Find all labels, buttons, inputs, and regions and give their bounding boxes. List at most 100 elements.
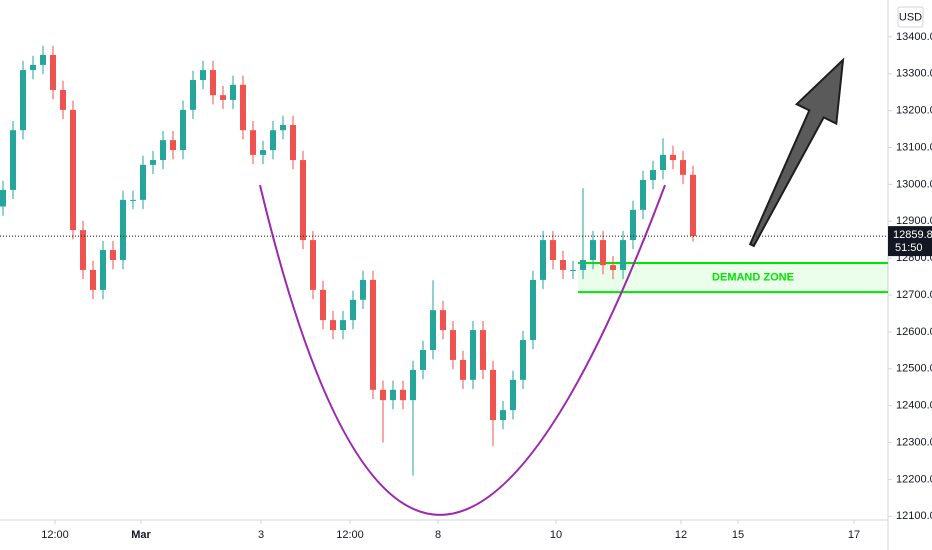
candle-body [520,340,526,380]
candle-body [590,240,596,260]
candle-body [100,250,106,290]
candle-body [30,64,36,71]
x-tick-label: 10 [550,529,562,541]
candle-body [280,125,286,131]
candle-body [330,320,336,331]
candle-body [240,84,246,131]
candle-body [20,70,26,131]
y-tick-label: 12600.0 [896,326,932,338]
candle-body [420,349,426,370]
candle-body [580,260,586,270]
y-tick-label: 12200.0 [896,473,932,485]
x-tick-label: 8 [435,529,441,541]
candle-body [530,279,536,341]
candle-body [290,125,296,161]
candle-body [390,389,396,401]
candle-body [620,240,626,270]
candle-body [160,140,166,161]
up-arrow [748,57,845,248]
x-tick-label: 12 [675,529,687,541]
candle-body [650,170,656,180]
candle-body [470,330,476,380]
candle-body [230,84,236,100]
candle-body [380,389,386,401]
candle-body [140,164,146,200]
candle-body [450,330,456,360]
candle-body [80,230,86,270]
candle-body [220,95,226,100]
candle-body [410,369,416,401]
candle-body [440,310,446,331]
candle-body [510,379,516,411]
candle-body [500,410,506,421]
candle-body [340,320,346,331]
candle-body [130,199,136,201]
candle-body [480,330,486,370]
y-tick-label: 12300.0 [896,436,932,448]
candle-body [320,289,326,321]
candle-body [210,70,216,96]
candle-body [660,154,666,171]
candle-body [70,109,76,231]
candle-body [200,70,206,81]
candle-body [360,279,366,300]
candle-body [550,240,556,260]
candle-body [150,160,156,165]
candle-body [0,189,6,207]
candle-body [120,199,126,260]
candle-body [670,154,676,161]
y-tick-label: 12500.0 [896,363,932,375]
x-tick-label: 17 [848,529,860,541]
candle-body [490,369,496,421]
candle-body [270,130,276,151]
countdown: 51:50 [895,242,923,254]
y-tick-label: 13100.0 [896,141,932,153]
candle-body [600,240,606,266]
candle-body [430,310,436,350]
candle-body [190,80,196,110]
candle-body [50,54,56,90]
candle-body [460,359,466,380]
candle-body [640,179,646,210]
x-tick-label: 12:00 [336,529,364,541]
candle-body [350,299,356,321]
plot: DEMAND ZONE [0,45,888,516]
y-tick-label: 12700.0 [896,289,932,301]
candle-body [60,89,66,110]
candle-body [110,250,116,260]
x-tick-label: Mar [131,529,151,541]
candle-body [570,269,576,271]
y-tick-label: 13300.0 [896,68,932,80]
y-tick-label: 13400.0 [896,31,932,43]
candle-body [40,54,46,65]
candle-body [300,160,306,241]
candle-body [310,240,316,290]
candle-body [630,209,636,241]
y-tick-label: 13200.0 [896,105,932,117]
x-tick-label: 15 [732,529,744,541]
y-tick-label: 12400.0 [896,400,932,412]
y-tick-label: 12100.0 [896,510,932,522]
currency: USD [899,11,922,23]
x-tick-label: 12:00 [41,529,69,541]
candle-body [90,269,96,290]
candle-body [610,265,616,270]
y-tick-label: 13000.0 [896,178,932,190]
y-tick-label: 12900.0 [896,215,932,227]
candle-body [10,130,16,190]
candle-body [540,240,546,280]
demand-zone [578,262,888,293]
candle-body [250,130,256,155]
candle-body [170,140,176,151]
candle-body [260,150,266,155]
zone-label: DEMAND ZONE [712,271,794,283]
candle-body [180,109,186,151]
last-price-box [888,226,932,257]
cup-curve [259,184,666,516]
candle-body [400,389,406,401]
candle-body [370,279,376,390]
candle-body [680,160,686,175]
x-tick-label: 3 [258,529,264,541]
